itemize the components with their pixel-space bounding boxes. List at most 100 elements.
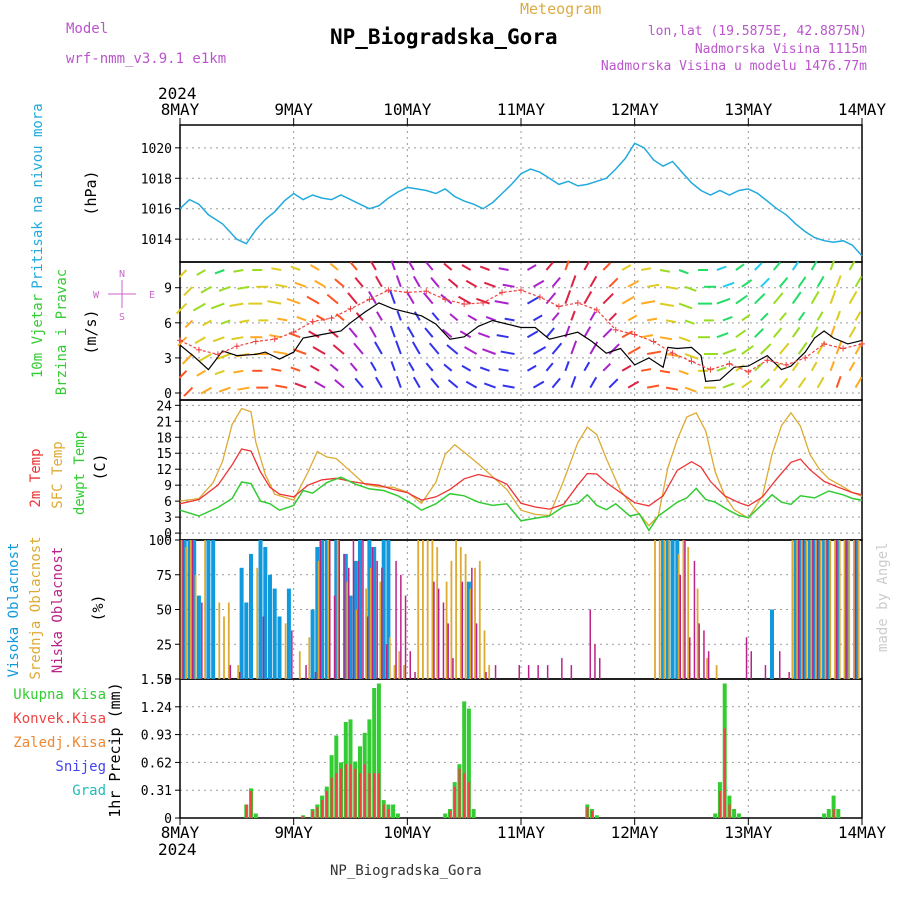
high-cloud-bar [324,540,329,679]
low-cloud-bar [329,540,331,679]
mid-cloud-bar [284,623,287,679]
precip-total-bar [443,813,448,818]
wind-arrow [314,279,326,288]
bottom-xtick-label: 11MAY [497,823,546,842]
wind-gust-marker [366,296,373,303]
mid-cloud-bar [663,540,666,679]
low-cloud-bar [385,644,388,680]
wind-arrow [483,382,496,389]
mid-cloud-bar [478,560,481,679]
high-cloud-bar [661,540,666,679]
wind-arrow [678,302,693,310]
wind-gust-marker [385,287,392,294]
precip-legend-0: Ukupna Kisa [13,687,106,703]
wind-arrow [175,302,188,315]
wind-ytick-label: 3 [164,352,172,367]
wind-arrow [659,336,673,341]
wind-arrow [602,363,612,372]
low-cloud-bar [826,540,828,679]
low-cloud-bar [414,672,416,679]
high-cloud-bar [826,540,831,679]
mid-cloud-bar [194,574,197,680]
wind-arrow [502,283,515,288]
wind-arrow [589,311,597,321]
wind-arrow [479,366,490,372]
top-xtick-label: 10MAY [383,100,432,119]
low-cloud-bar [182,540,184,679]
wind-arrow [178,370,188,379]
wind-arrow [659,302,675,308]
wind-arrow [412,376,421,389]
mid-cloud-bar [256,567,259,679]
wind-arrow [329,262,339,271]
wind-gust-marker [821,340,828,347]
wind-arrow [570,275,577,288]
pressure-frame [179,124,863,263]
high-cloud-bar [192,540,197,679]
wind-arrow [627,346,641,355]
wind-speed-line [179,302,863,382]
wind-arrow [760,343,772,355]
mid-cloud-bar [336,540,339,679]
mid-cloud-bar [308,637,311,679]
wind-arrow [353,342,364,355]
wind-arrow [545,327,555,338]
wind-gust-marker [688,358,695,365]
wind-arrow [294,281,307,288]
mid-cloud-bar [469,588,472,679]
high-cloud-bar [793,540,798,679]
wind-arrow [231,336,244,341]
credit-label: made by Angel [875,542,891,652]
wind-arrow [465,380,478,389]
mid-cloud-bar [379,581,382,679]
precip-total-bar [367,719,372,818]
mid-cloud-bar [654,540,656,679]
low-cloud-bar [381,567,383,679]
top-xtick-label: 9MAY [274,100,313,119]
low-cloud-bar [494,665,497,679]
precip-convective-bar [832,809,835,818]
wind-arrow [551,312,560,322]
mid-cloud-bar [227,602,230,679]
low-cloud-bar [589,609,591,679]
precip-convective-bar [354,768,357,818]
compass-south-label: S [119,312,125,323]
wind-arrow [459,330,472,339]
model-label: Model [66,21,108,37]
precip-convective-bar [250,791,253,818]
wind-gust-marker [309,318,316,325]
precip-convective-bar [340,768,343,818]
top-xtick-label: 11MAY [497,100,546,119]
wind-arrow [447,278,459,288]
low-cloud-bar [599,658,601,679]
wind-arrow [835,275,842,288]
wind-arrow [551,342,563,355]
low-cloud-bar [537,665,539,679]
wind-arrow [183,386,194,397]
high-cloud-bar [187,540,192,679]
wind-arrow [271,267,282,271]
mid-cloud-bar [180,540,183,679]
precip-legend-4: Grad [72,783,106,799]
mid-cloud-bar [417,540,420,679]
wind-arrow [500,350,515,355]
precip-ytick-label: 1.24 [141,701,172,716]
high-cloud-bar [239,567,244,679]
wind-arrow [583,326,592,338]
wind-arrow [349,362,358,372]
wind-arrow [411,341,421,355]
mid-cloud-bar [834,540,836,679]
precip-convective-bar [449,810,452,818]
wind-arrow [589,275,598,288]
precip-total-bar [836,809,841,818]
wind-arrow [829,361,835,372]
precip-ytick-label: 0.31 [141,784,172,799]
wind-gust-marker [593,306,600,313]
wind-arrow [425,362,434,372]
wind-arrow [829,325,836,338]
bottom-xtick-label: 13MAY [724,823,773,842]
mid-cloud-bar [805,540,808,679]
top-xtick-label: 13MAY [724,100,773,119]
wind-gust-marker [764,357,771,364]
temperature-ytick-label: 21 [156,415,172,430]
